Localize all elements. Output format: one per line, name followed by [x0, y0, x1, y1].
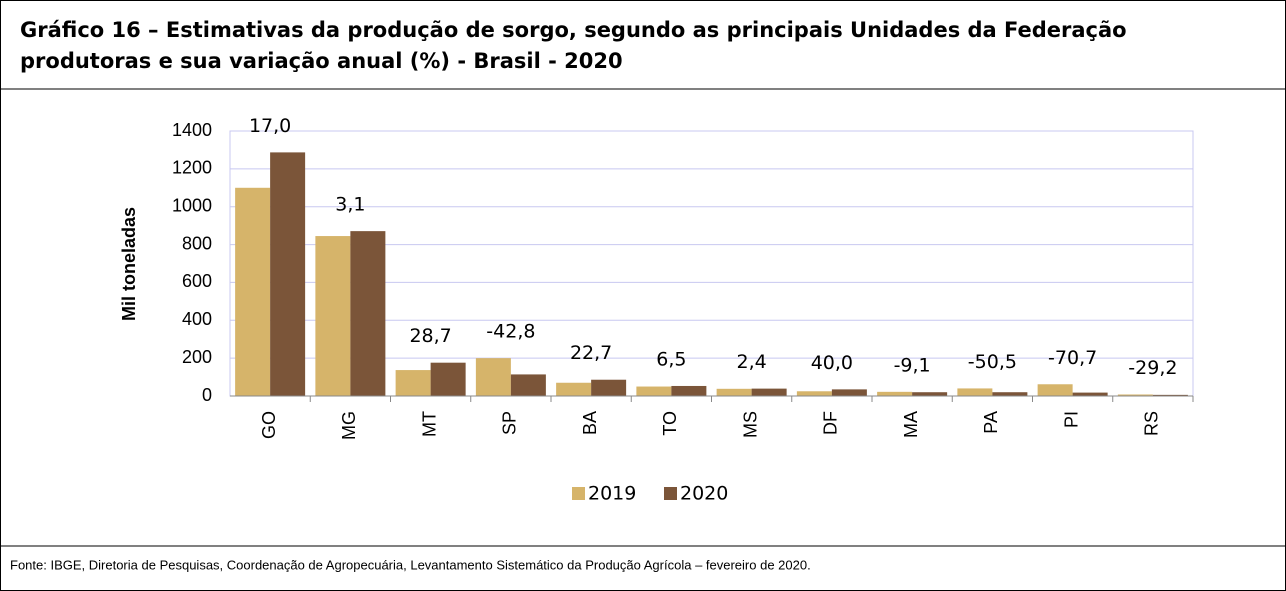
bar [1117, 394, 1153, 396]
y-tick-label: 1200 [172, 158, 212, 178]
bar [1037, 384, 1073, 396]
bar [1072, 392, 1108, 396]
bar [235, 187, 271, 396]
data-label: 2,4 [737, 351, 767, 373]
bar [556, 382, 592, 396]
bar [350, 231, 386, 396]
y-tick-label: 0 [202, 385, 212, 405]
bar [796, 391, 832, 396]
x-tick-label: MT [419, 411, 439, 437]
y-tick-label: 200 [182, 347, 212, 367]
data-label: -50,5 [968, 351, 1017, 373]
data-label: 3,1 [335, 194, 365, 216]
data-label: -42,8 [486, 321, 535, 343]
y-tick-label: 600 [182, 271, 212, 291]
bar [395, 370, 431, 396]
bar [877, 391, 913, 396]
data-label: -9,1 [894, 354, 931, 376]
data-label: 40,0 [811, 352, 853, 374]
bar [430, 362, 466, 396]
x-tick-label: MA [901, 411, 921, 438]
y-tick-label: 1400 [172, 120, 212, 140]
x-tick-label: GO [259, 411, 279, 439]
chart-title: Gráfico 16 – Estimativas da produção de … [20, 18, 1127, 42]
bar [315, 236, 351, 396]
bar [636, 386, 672, 396]
data-label: 22,7 [570, 342, 612, 364]
x-tick-label: MG [339, 411, 359, 440]
x-tick-label: DF [821, 411, 841, 435]
x-tick-label: PA [981, 411, 1001, 434]
chart-subtitle: produtoras e sua variação anual (%) - Br… [20, 49, 623, 73]
y-axis-label: Mil toneladas [119, 207, 139, 321]
bar [992, 392, 1028, 396]
data-label: -70,7 [1048, 347, 1097, 369]
x-tick-label: RS [1142, 411, 1162, 436]
data-label: 17,0 [249, 115, 291, 137]
bar [475, 358, 511, 396]
bar [270, 152, 306, 396]
bar [591, 379, 627, 396]
x-tick-label: BA [580, 411, 600, 435]
x-tick-label: TO [660, 411, 680, 436]
bar [957, 388, 993, 396]
data-label: 6,5 [656, 348, 686, 370]
y-tick-label: 800 [182, 233, 212, 253]
bar [671, 385, 707, 396]
legend-label: 2019 [588, 483, 636, 505]
data-label: -29,2 [1128, 357, 1177, 379]
bar [1152, 394, 1188, 396]
y-tick-label: 400 [182, 309, 212, 329]
source-note: Fonte: IBGE, Diretoria de Pesquisas, Coo… [10, 557, 811, 572]
bar [510, 374, 546, 396]
legend-label: 2020 [680, 483, 728, 505]
data-label: 28,7 [409, 325, 451, 347]
x-tick-label: SP [500, 411, 520, 435]
bar [716, 388, 752, 396]
legend-swatch [664, 487, 677, 500]
bar [831, 389, 867, 396]
x-tick-label: MS [740, 411, 760, 438]
legend-swatch [572, 487, 585, 500]
x-tick-label: PI [1061, 411, 1081, 428]
bar [751, 388, 787, 396]
y-tick-label: 1000 [172, 195, 212, 215]
bar [912, 392, 948, 396]
